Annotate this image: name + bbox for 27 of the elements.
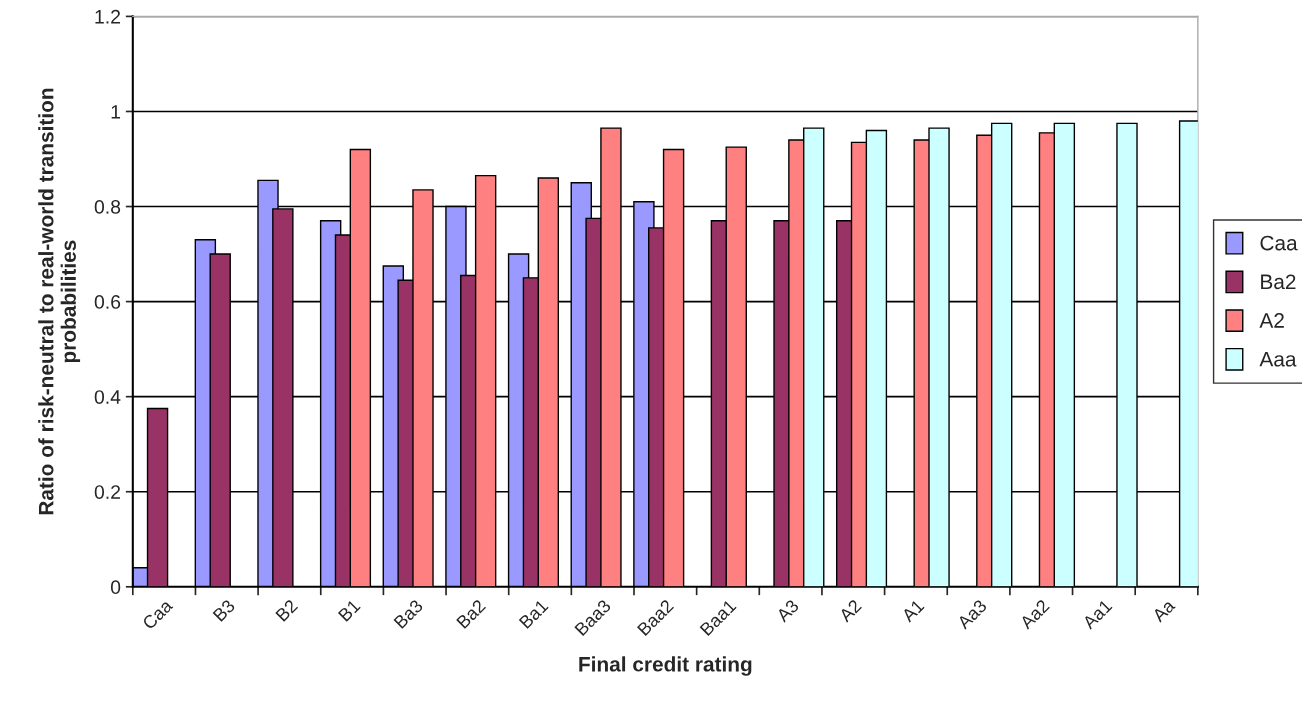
x-tick-label: B2 bbox=[275, 598, 299, 622]
x-tick-label: Aa bbox=[1151, 598, 1176, 623]
x-tick-label: Ba2 bbox=[456, 598, 487, 629]
x-tick-label: Aa1 bbox=[1081, 599, 1113, 630]
x-tick-label: A3 bbox=[775, 598, 800, 623]
y-tick-label: 0.2 bbox=[94, 485, 121, 499]
x-tick-label: A1 bbox=[900, 599, 925, 623]
y-tick-label: 1.2 bbox=[95, 9, 121, 24]
y-axis-title: Ratio of risk-neutral to real-world transition probabilities bbox=[38, 88, 81, 515]
x-tick-label: Ba3 bbox=[393, 598, 424, 629]
x-tick-label: Ba1 bbox=[518, 599, 549, 629]
x-axis-title: Final credit rating bbox=[579, 656, 752, 676]
legend-label: A2 bbox=[1259, 313, 1284, 328]
x-tick-label: B1 bbox=[337, 599, 361, 622]
y-tick-label: 0 bbox=[110, 580, 121, 595]
x-tick-label: A2 bbox=[838, 598, 862, 623]
x-tick-label: Aa2 bbox=[1018, 598, 1050, 630]
y-tick-label: 0.8 bbox=[94, 200, 121, 214]
legend-label: Aaa bbox=[1259, 352, 1297, 367]
y-tick-label: 0.6 bbox=[94, 295, 121, 309]
x-tick-label: Caa bbox=[141, 598, 174, 631]
legend-label: Caa bbox=[1260, 235, 1298, 251]
x-tick-label: Aa3 bbox=[956, 598, 988, 630]
x-tick-label: B3 bbox=[212, 598, 236, 622]
y-tick-label: 1 bbox=[111, 105, 121, 119]
legend-label: Ba2 bbox=[1261, 274, 1296, 290]
y-tick-label: 0.4 bbox=[94, 390, 121, 404]
